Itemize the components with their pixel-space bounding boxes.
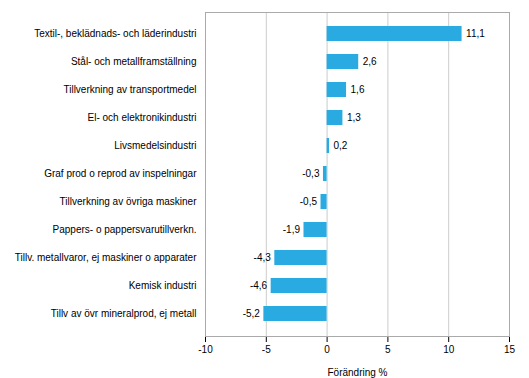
svg-text:Kemisk industri: Kemisk industri [129, 280, 197, 291]
svg-text:15: 15 [504, 344, 516, 355]
svg-text:El- och elektronikindustri: El- och elektronikindustri [88, 112, 197, 123]
svg-text:Förändring %: Förändring % [327, 367, 387, 378]
svg-text:10: 10 [443, 344, 455, 355]
svg-text:-5: -5 [262, 344, 271, 355]
svg-text:1,6: 1,6 [351, 84, 365, 95]
svg-text:-4,6: -4,6 [250, 280, 268, 291]
svg-text:-0,5: -0,5 [300, 196, 318, 207]
svg-text:Tillv. metallvaror, ej maskine: Tillv. metallvaror, ej maskiner o appara… [15, 252, 197, 263]
svg-text:Tillv av övr mineralprod, ej m: Tillv av övr mineralprod, ej metall [51, 308, 197, 319]
svg-text:Tillverkning av transportmedel: Tillverkning av transportmedel [63, 84, 196, 95]
svg-text:2,6: 2,6 [363, 56, 377, 67]
svg-text:-1,9: -1,9 [283, 224, 301, 235]
svg-text:11,1: 11,1 [466, 28, 485, 39]
svg-text:0,2: 0,2 [334, 140, 348, 151]
svg-text:1,3: 1,3 [347, 112, 361, 123]
svg-text:Graf prod o reprod av inspelni: Graf prod o reprod av inspelningar [44, 168, 197, 179]
svg-text:Pappers- o pappersvarutillverk: Pappers- o pappersvarutillverkn. [53, 224, 197, 235]
svg-text:Livsmedelsindustri: Livsmedelsindustri [114, 140, 196, 151]
svg-text:-5,2: -5,2 [243, 308, 261, 319]
svg-text:5: 5 [385, 344, 391, 355]
svg-text:0: 0 [324, 344, 330, 355]
svg-text:Stål- och metallframställning: Stål- och metallframställning [71, 56, 197, 67]
svg-text:-0,3: -0,3 [302, 168, 320, 179]
svg-text:Tillverkning av övriga maskine: Tillverkning av övriga maskiner [60, 196, 198, 207]
svg-text:-10: -10 [198, 344, 213, 355]
svg-text:-4,3: -4,3 [254, 252, 272, 263]
svg-text:Textil-, beklädnads- och läder: Textil-, beklädnads- och läderindustri [34, 28, 196, 39]
